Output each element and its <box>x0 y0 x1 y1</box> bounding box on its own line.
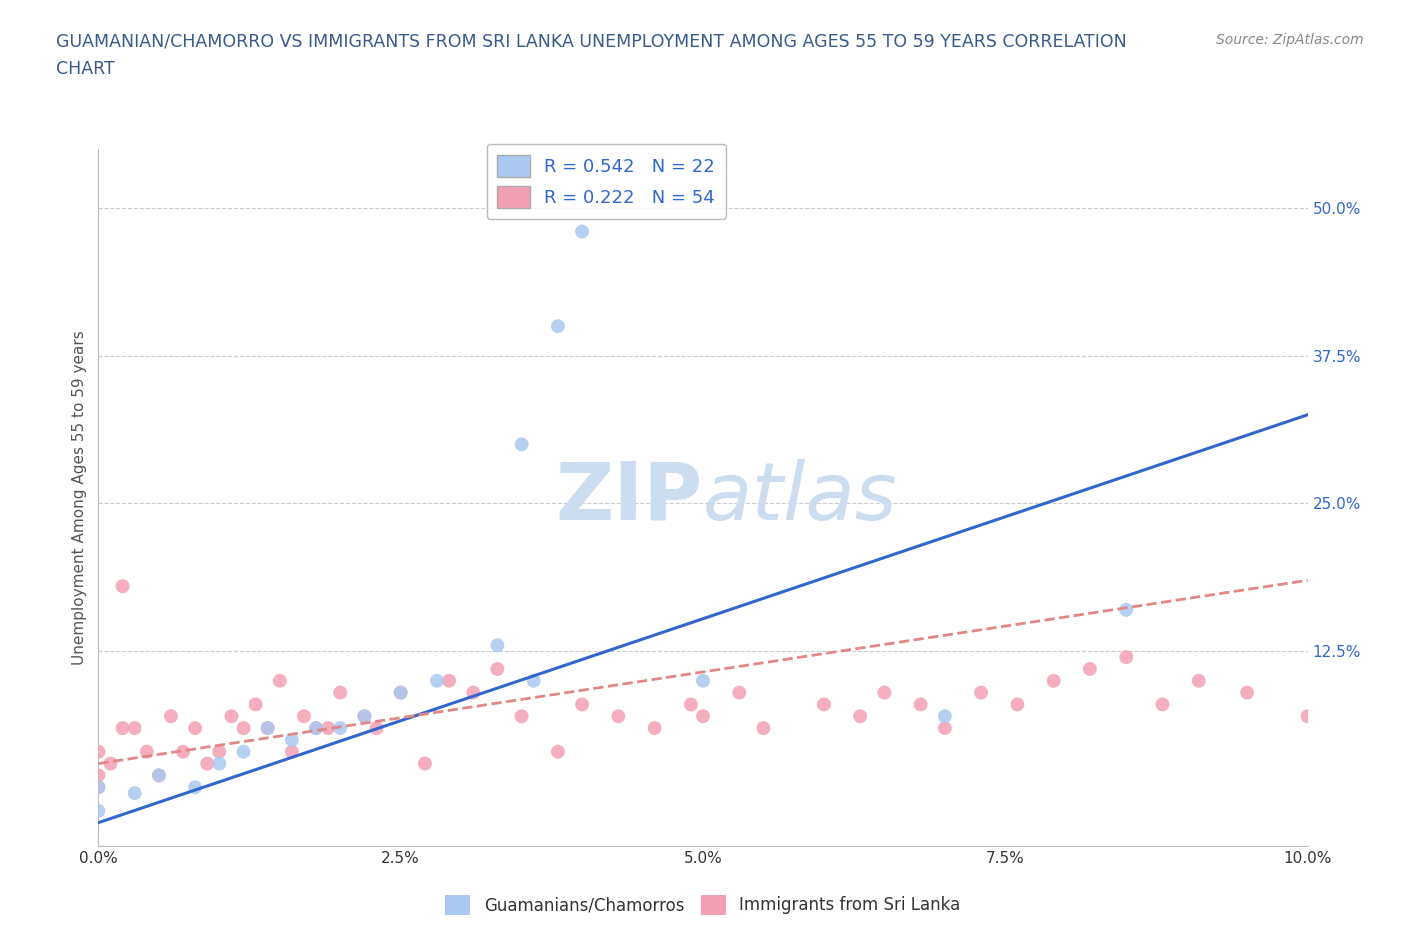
Point <box>208 744 231 759</box>
Point <box>970 685 993 700</box>
Point <box>426 673 449 688</box>
Point <box>510 437 533 452</box>
Point <box>232 744 254 759</box>
Point <box>111 721 134 736</box>
Point <box>463 685 485 700</box>
Point <box>87 804 110 818</box>
Point <box>160 709 183 724</box>
Point <box>281 744 304 759</box>
Point <box>873 685 896 700</box>
Point <box>353 709 375 724</box>
Point <box>232 721 254 736</box>
Point <box>607 709 630 724</box>
Point <box>644 721 666 736</box>
Text: GUAMANIAN/CHAMORRO VS IMMIGRANTS FROM SRI LANKA UNEMPLOYMENT AMONG AGES 55 TO 59: GUAMANIAN/CHAMORRO VS IMMIGRANTS FROM SR… <box>56 33 1128 50</box>
Text: ZIP: ZIP <box>555 458 703 537</box>
Point <box>1115 603 1137 618</box>
Point <box>366 721 388 736</box>
Point <box>728 685 751 700</box>
Point <box>87 744 110 759</box>
Text: Source: ZipAtlas.com: Source: ZipAtlas.com <box>1216 33 1364 46</box>
Point <box>813 697 835 711</box>
Legend: Guamanians/Chamorros, Immigrants from Sri Lanka: Guamanians/Chamorros, Immigrants from Sr… <box>439 888 967 922</box>
Point <box>486 638 509 653</box>
Point <box>184 779 207 794</box>
Point <box>281 733 304 748</box>
Point <box>221 709 243 724</box>
Point <box>547 744 569 759</box>
Point <box>87 779 110 794</box>
Point <box>910 697 932 711</box>
Point <box>100 756 122 771</box>
Point <box>305 721 328 736</box>
Point <box>256 721 278 736</box>
Point <box>111 578 134 593</box>
Point <box>148 768 170 783</box>
Point <box>571 224 593 239</box>
Point <box>679 697 702 711</box>
Point <box>571 697 593 711</box>
Point <box>292 709 315 724</box>
Point <box>269 673 291 688</box>
Point <box>692 709 714 724</box>
Point <box>437 673 460 688</box>
Point <box>353 709 375 724</box>
Point <box>389 685 412 700</box>
Point <box>305 721 328 736</box>
Point <box>1007 697 1029 711</box>
Point <box>124 786 146 801</box>
Point <box>1115 650 1137 665</box>
Point <box>1042 673 1064 688</box>
Point <box>245 697 267 711</box>
Point <box>1152 697 1174 711</box>
Point <box>184 721 207 736</box>
Point <box>692 673 714 688</box>
Point <box>87 779 110 794</box>
Point <box>195 756 218 771</box>
Point <box>208 756 231 771</box>
Point <box>389 685 412 700</box>
Point <box>849 709 872 724</box>
Point <box>1188 673 1211 688</box>
Point <box>329 685 352 700</box>
Point <box>329 721 352 736</box>
Point <box>510 709 533 724</box>
Point <box>934 709 956 724</box>
Point <box>523 673 546 688</box>
Point <box>87 768 110 783</box>
Point <box>1078 661 1101 676</box>
Point <box>256 721 278 736</box>
Point <box>547 319 569 334</box>
Point <box>148 768 170 783</box>
Point <box>172 744 194 759</box>
Point <box>135 744 157 759</box>
Point <box>1236 685 1258 700</box>
Point <box>316 721 339 736</box>
Text: CHART: CHART <box>56 60 115 78</box>
Point <box>486 661 509 676</box>
Point <box>1296 709 1319 724</box>
Point <box>934 721 956 736</box>
Y-axis label: Unemployment Among Ages 55 to 59 years: Unemployment Among Ages 55 to 59 years <box>72 330 87 665</box>
Point <box>413 756 436 771</box>
Point <box>124 721 146 736</box>
Text: atlas: atlas <box>703 458 898 537</box>
Point <box>752 721 775 736</box>
